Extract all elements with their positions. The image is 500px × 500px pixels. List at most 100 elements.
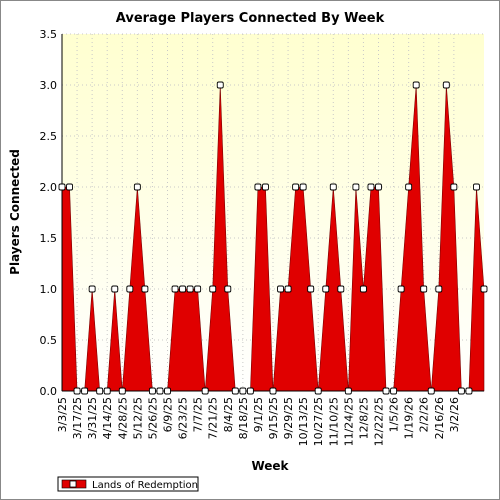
data-point (337, 285, 345, 293)
x-tick-label: 4/14/25 (101, 397, 114, 439)
x-tick-label: 7/7/25 (192, 397, 205, 432)
data-point (457, 387, 465, 395)
x-tick-label: 2/2/26 (418, 397, 431, 432)
legend: Lands of Redemption (57, 476, 199, 492)
data-point (239, 387, 247, 395)
data-point (186, 285, 194, 293)
data-point (473, 183, 480, 191)
data-point (435, 285, 443, 293)
data-point (133, 183, 141, 191)
data-point (277, 285, 284, 293)
data-point (254, 183, 262, 191)
x-tick-label: 9/29/25 (282, 397, 295, 439)
data-point (179, 285, 187, 293)
y-tick-label: 1.5 (40, 232, 58, 245)
x-tick-label: 3/17/25 (71, 397, 84, 439)
data-point (111, 285, 119, 293)
data-point (375, 183, 382, 191)
x-tick-label: 6/9/25 (162, 397, 175, 432)
x-tick-label: 11/24/25 (342, 397, 355, 446)
data-point (427, 387, 435, 395)
data-point (450, 183, 458, 191)
data-point (352, 183, 360, 191)
data-point (118, 387, 126, 395)
data-point (141, 285, 149, 293)
data-point (465, 387, 473, 395)
legend-marker (69, 480, 77, 488)
x-tick-label: 12/22/25 (373, 397, 386, 446)
y-tick-label: 3.5 (40, 28, 58, 41)
data-point (390, 387, 398, 395)
x-tick-label: 10/13/25 (297, 397, 310, 446)
data-point (405, 183, 413, 191)
data-point (412, 81, 420, 89)
y-axis-title: Players Connected (8, 149, 22, 275)
data-point (96, 387, 104, 395)
chart-title: Average Players Connected By Week (116, 11, 385, 26)
data-point (103, 387, 111, 395)
y-tick-label: 2.0 (40, 181, 58, 194)
legend-label: Lands of Redemption (92, 480, 198, 491)
y-tick-label: 2.5 (40, 130, 58, 143)
data-point (148, 387, 156, 395)
data-point (73, 387, 81, 395)
data-point (88, 285, 96, 293)
x-tick-label: 6/23/25 (177, 397, 190, 439)
x-tick-label: 7/21/25 (207, 397, 220, 439)
data-point (81, 387, 89, 395)
legend-box (57, 476, 199, 492)
x-tick-label: 9/1/25 (252, 397, 265, 432)
x-tick-label: 3/3/25 (56, 397, 69, 432)
data-point (66, 183, 73, 191)
y-tick-label: 0.5 (40, 334, 58, 347)
y-tick-label: 3.0 (40, 79, 58, 92)
data-point (209, 285, 217, 293)
data-point (442, 81, 450, 89)
x-tick-label: 2/16/26 (433, 397, 446, 439)
data-point (322, 285, 330, 293)
data-point (164, 387, 171, 395)
data-point (156, 387, 164, 395)
x-tick-label: 5/12/25 (131, 397, 144, 439)
data-point (314, 387, 322, 395)
data-point (480, 285, 488, 293)
series-area (61, 84, 485, 392)
data-point (126, 285, 134, 293)
data-point (367, 183, 375, 191)
data-point (224, 285, 232, 293)
data-point (359, 285, 367, 293)
x-tick-label: 3/2/26 (448, 397, 461, 432)
x-tick-label: 1/19/26 (403, 397, 416, 439)
data-point (246, 387, 254, 395)
x-tick-label: 9/15/25 (267, 397, 280, 439)
data-point (171, 285, 179, 293)
data-point (382, 387, 390, 395)
x-tick-label: 8/4/25 (222, 397, 235, 432)
x-tick-label: 5/26/25 (146, 397, 159, 439)
data-point (201, 387, 209, 395)
y-tick-label: 1.0 (40, 283, 58, 296)
x-tick-label: 8/18/25 (237, 397, 250, 439)
data-point (292, 183, 300, 191)
x-tick-label: 3/31/25 (86, 397, 99, 439)
data-point (299, 183, 307, 191)
data-point (216, 81, 224, 89)
data-point (397, 285, 405, 293)
x-tick-label: 4/28/25 (116, 397, 129, 439)
data-point (231, 387, 239, 395)
data-point (329, 183, 337, 191)
data-point (58, 183, 66, 191)
data-point (262, 183, 269, 191)
data-point (194, 285, 202, 293)
x-axis-title: Week (251, 459, 289, 473)
data-point (307, 285, 315, 293)
data-point (344, 387, 352, 395)
data-point (269, 387, 277, 395)
x-tick-label: 1/5/26 (388, 397, 401, 432)
x-tick-label: 12/8/25 (357, 397, 370, 439)
x-tick-label: 10/27/25 (312, 397, 325, 446)
data-point (284, 285, 292, 293)
x-tick-label: 11/10/25 (327, 397, 340, 446)
data-point (420, 285, 428, 293)
